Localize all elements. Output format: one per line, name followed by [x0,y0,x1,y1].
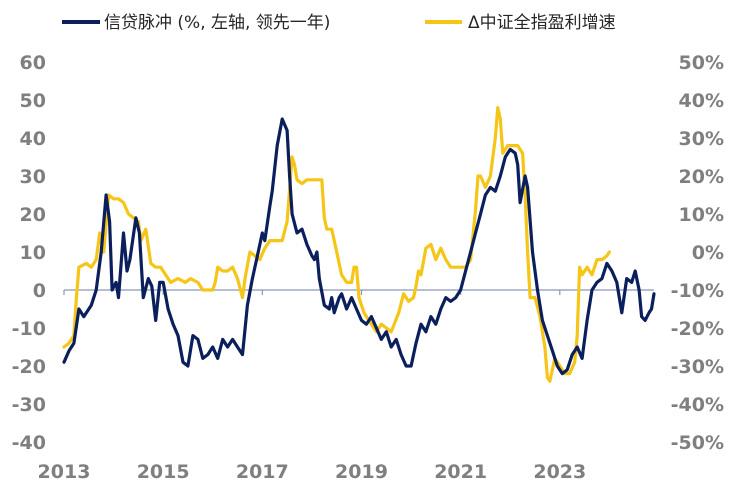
x-axis-labels: 2013 2015 2017 2019 2021 2023 [38,461,587,483]
left-axis-labels: -40 -30 -20 -10 0 10 20 30 40 50 60 [12,52,46,454]
left-axis-tick-label: -20 [12,356,46,378]
x-axis-ticks [63,290,561,295]
right-axis-labels: -50% -40% -30% -20% -10% 0% 10% 20% 30% 40% 50% [671,52,724,454]
x-axis-tick-label: 2021 [434,461,487,483]
series-line-credit-impulse [62,117,656,376]
x-axis-tick-label: 2015 [137,461,190,483]
legend: 信贷脉冲 (%, 左轴, 领先一年) Δ中证全指盈利增速 [62,13,616,33]
left-axis-tick-label: 40 [20,128,46,150]
left-axis-tick-label: -30 [12,394,46,416]
x-axis-tick-label: 2023 [533,461,586,483]
x-axis-tick-label: 2013 [38,461,91,483]
left-axis-tick-label: 0 [33,280,46,302]
left-axis-tick-label: 50 [20,90,46,112]
x-axis-tick-label: 2019 [335,461,388,483]
legend-label-earnings-growth: Δ中证全指盈利增速 [468,13,616,33]
left-axis-tick-label: 30 [20,166,46,188]
right-axis-tick-label: 10% [679,204,724,226]
left-axis-tick-label: 60 [20,52,46,74]
right-axis-tick-label: 30% [679,128,724,150]
right-axis-tick-label: -50% [671,432,724,454]
left-axis-tick-label: 10 [20,242,46,264]
right-axis-tick-label: 0% [692,242,724,264]
left-axis-tick-label: -10 [12,318,46,340]
right-axis-tick-label: -40% [671,394,724,416]
x-axis-tick-label: 2017 [236,461,289,483]
right-axis-tick-label: -20% [671,318,724,340]
left-axis-tick-label: 20 [20,204,46,226]
left-axis-tick-label: -40 [12,432,46,454]
right-axis-tick-label: -10% [671,280,724,302]
right-axis-tick-label: 20% [679,166,724,188]
right-axis-tick-label: 40% [679,90,724,112]
right-axis-tick-label: 50% [679,52,724,74]
series-line-earnings-growth [62,105,612,383]
right-axis-tick-label: -30% [671,356,724,378]
legend-label-credit-impulse: 信贷脉冲 (%, 左轴, 领先一年) [104,13,330,33]
